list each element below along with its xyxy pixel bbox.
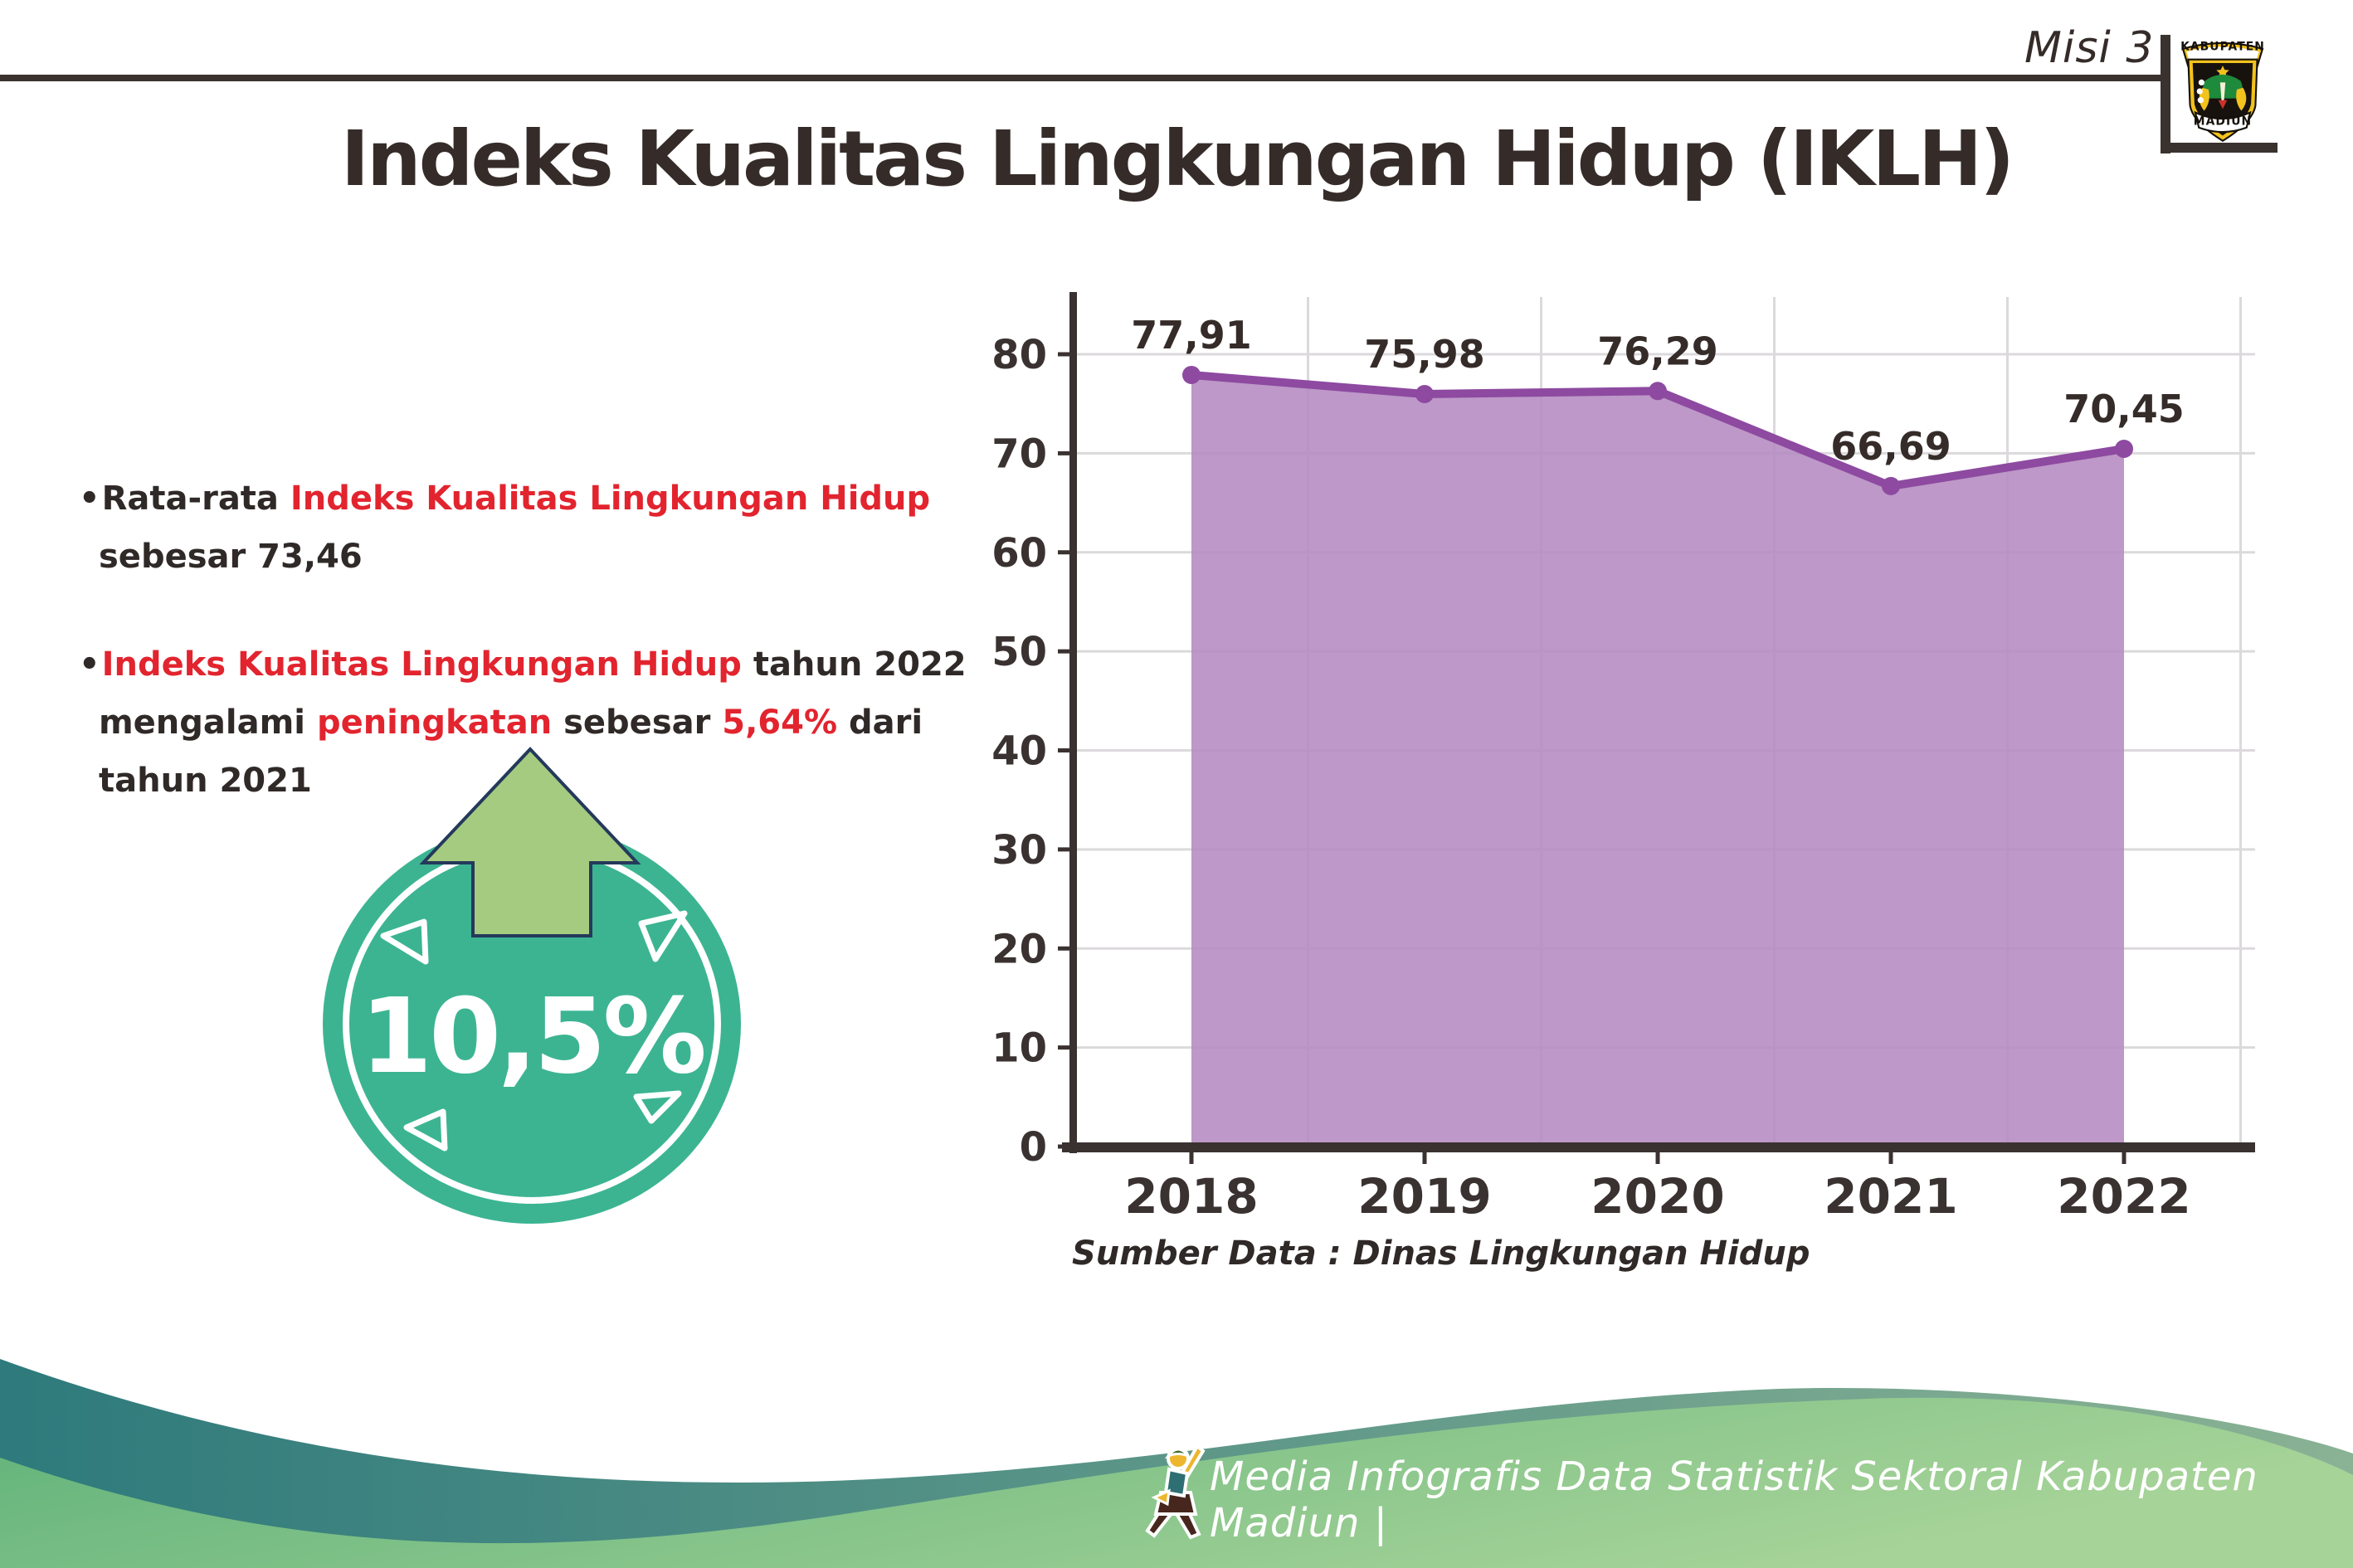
x-tick-label: 2021	[1824, 1168, 1957, 1225]
logo-bracket-vertical	[2161, 35, 2170, 153]
x-tick	[1189, 1152, 1194, 1164]
mascot-torso	[1163, 1467, 1190, 1498]
text-segment: mengalami	[99, 704, 317, 742]
bullet-line: •Indeks Kualitas Lingkungan Hidup tahun …	[79, 635, 975, 694]
logo-red-accent	[2218, 100, 2228, 110]
text-segment: peningkatan	[316, 704, 553, 742]
mascot-sash	[1151, 1488, 1171, 1507]
y-tick-label: 80	[991, 332, 1047, 378]
bullet-line: tahun 2021	[79, 752, 975, 810]
badge-tick-icon	[380, 918, 429, 965]
bullet-item: •Rata-rata Indeks Kualitas Lingkungan Hi…	[79, 470, 975, 586]
y-tick	[1058, 1045, 1069, 1050]
y-axis	[1069, 292, 1077, 1153]
data-label: 77,91	[1131, 313, 1252, 358]
y-tick	[1058, 352, 1069, 357]
header-rule	[0, 75, 2163, 81]
y-tick-label: 70	[991, 431, 1047, 477]
x-tick	[1422, 1152, 1427, 1164]
mascot-icon	[1145, 1443, 1206, 1540]
summary-bullets: •Rata-rata Indeks Kualitas Lingkungan Hi…	[79, 470, 975, 859]
kabupaten-madiun-logo-icon: KABUPATEN MADIUN	[2180, 41, 2265, 142]
logo-banner-bottom	[2194, 110, 2252, 134]
data-point	[2115, 440, 2133, 459]
y-tick	[1058, 450, 1069, 455]
x-tick-label: 2018	[1124, 1168, 1258, 1225]
badge-tick-icon	[633, 1090, 682, 1124]
x-tick	[2122, 1152, 2126, 1164]
source-note: Sumber Data : Dinas Lingkungan Hidup	[1072, 1234, 1810, 1273]
data-point	[1649, 382, 1667, 401]
text-segment: dari	[837, 704, 923, 742]
data-label: 75,98	[1364, 332, 1485, 377]
text-segment: Indeks Kualitas Lingkungan Hidup	[101, 645, 742, 684]
bullet-line: mengalami peningkatan sebesar 5,64% dari	[79, 694, 975, 752]
series-area	[1191, 374, 2124, 1146]
logo-top-text: KABUPATEN	[2180, 41, 2265, 54]
logo-star-icon	[2216, 66, 2229, 78]
bullet-dot-icon: •	[79, 480, 100, 518]
badge-value: 10,5%	[360, 976, 704, 1097]
bullet-dot-icon: •	[79, 645, 100, 684]
bullet-line: •Rata-rata Indeks Kualitas Lingkungan Hi…	[79, 470, 975, 528]
x-tick	[1655, 1152, 1660, 1164]
page-title: Indeks Kualitas Lingkungan Hidup (IKLH)	[340, 114, 2014, 203]
y-tick	[1058, 649, 1069, 654]
text-segment: 5,64%	[722, 704, 838, 742]
x-tick-label: 2022	[2057, 1168, 2190, 1225]
y-tick-label: 60	[991, 530, 1047, 577]
x-axis	[1062, 1142, 2255, 1152]
y-tick	[1058, 748, 1069, 752]
up-arrow-icon	[419, 747, 641, 937]
text-segment: Rata-rata	[101, 480, 290, 518]
logo-cotton-icon	[2198, 79, 2205, 86]
y-tick-label: 30	[991, 827, 1047, 874]
bullet-item: •Indeks Kualitas Lingkungan Hidup tahun …	[79, 635, 975, 810]
bullet-line: sebesar 73,46	[79, 528, 975, 586]
text-segment: tahun 2021	[99, 762, 312, 800]
badge-circle	[323, 824, 741, 1224]
y-tick	[1058, 946, 1069, 951]
data-point	[1182, 365, 1201, 384]
y-tick	[1058, 550, 1069, 555]
logo-bracket-horizontal	[2161, 143, 2277, 153]
logo-right-wing-icon	[2236, 87, 2247, 111]
logo-cotton-icon	[2197, 97, 2204, 104]
data-point	[1415, 384, 1434, 403]
x-tick	[1888, 1152, 1893, 1164]
y-tick-label: 50	[991, 629, 1047, 675]
text-segment: sebesar	[552, 704, 723, 742]
x-tick-label: 2020	[1591, 1168, 1724, 1225]
text-segment: sebesar 73,46	[99, 538, 363, 576]
data-label: 66,69	[1830, 424, 1951, 469]
text-segment: Indeks Kualitas Lingkungan Hidup	[290, 480, 931, 518]
footer-caption: Media Infografis Data Statistik Sektoral…	[1210, 1454, 2258, 1546]
y-tick-label: 20	[991, 926, 1047, 972]
logo-kris-icon	[2219, 82, 2226, 106]
y-tick	[1058, 847, 1069, 852]
badge-tick-icon	[638, 910, 688, 962]
y-tick-label: 0	[1020, 1124, 1047, 1171]
mascot-cap	[1164, 1448, 1192, 1459]
data-label: 76,29	[1597, 329, 1718, 373]
y-tick-label: 40	[991, 728, 1047, 775]
logo-bottom-text: MADIUN	[2194, 115, 2252, 129]
x-tick-label: 2019	[1357, 1168, 1491, 1225]
badge-tick-icon	[403, 1108, 448, 1152]
text-segment: tahun 2022	[741, 645, 967, 684]
logo-cotton-icon	[2196, 88, 2203, 95]
mission-label: Misi 3	[2024, 23, 2155, 73]
data-point	[1882, 476, 1900, 495]
y-tick-label: 10	[991, 1025, 1047, 1072]
data-label: 70,45	[2063, 387, 2185, 431]
